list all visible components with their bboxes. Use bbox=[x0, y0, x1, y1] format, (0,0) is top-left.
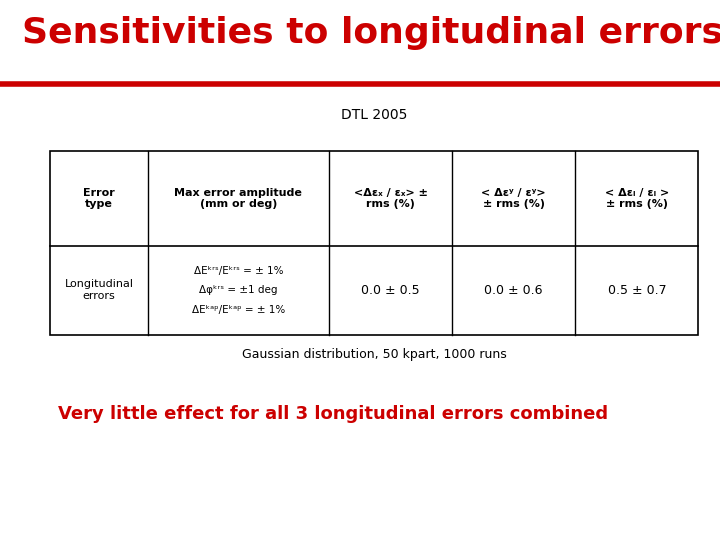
Text: < Δεʸ / εʸ>
± rms (%): < Δεʸ / εʸ> ± rms (%) bbox=[482, 187, 546, 209]
Text: < Δεₗ / εₗ >
± rms (%): < Δεₗ / εₗ > ± rms (%) bbox=[605, 187, 669, 209]
Bar bbox=[50, 151, 698, 335]
Text: Very little effect for all 3 longitudinal errors combined: Very little effect for all 3 longitudina… bbox=[58, 405, 608, 423]
Text: Gaussian distribution, 50 kpart, 1000 runs: Gaussian distribution, 50 kpart, 1000 ru… bbox=[242, 348, 507, 361]
Text: 0.0 ± 0.5: 0.0 ± 0.5 bbox=[361, 284, 420, 297]
Text: Longitudinal
errors: Longitudinal errors bbox=[65, 280, 133, 301]
Text: Max error amplitude
(mm or deg): Max error amplitude (mm or deg) bbox=[174, 187, 302, 209]
Text: Sensitivities to longitudinal errors: Sensitivities to longitudinal errors bbox=[22, 16, 720, 50]
Text: <Δεₓ / εₓ> ±
rms (%): <Δεₓ / εₓ> ± rms (%) bbox=[354, 187, 428, 209]
Text: 0.5 ± 0.7: 0.5 ± 0.7 bbox=[608, 284, 666, 297]
Text: Error
type: Error type bbox=[83, 187, 115, 209]
Text: ΔEᵏʳˢ/Eᵏʳˢ = ± 1%: ΔEᵏʳˢ/Eᵏʳˢ = ± 1% bbox=[194, 266, 283, 275]
Text: ΔEᵏᵃᵖ/Eᵏᵃᵖ = ± 1%: ΔEᵏᵃᵖ/Eᵏᵃᵖ = ± 1% bbox=[192, 305, 285, 315]
Text: DTL 2005: DTL 2005 bbox=[341, 108, 408, 122]
Text: Δφᵏʳˢ = ±1 deg: Δφᵏʳˢ = ±1 deg bbox=[199, 285, 278, 295]
Text: 0.0 ± 0.6: 0.0 ± 0.6 bbox=[485, 284, 543, 297]
